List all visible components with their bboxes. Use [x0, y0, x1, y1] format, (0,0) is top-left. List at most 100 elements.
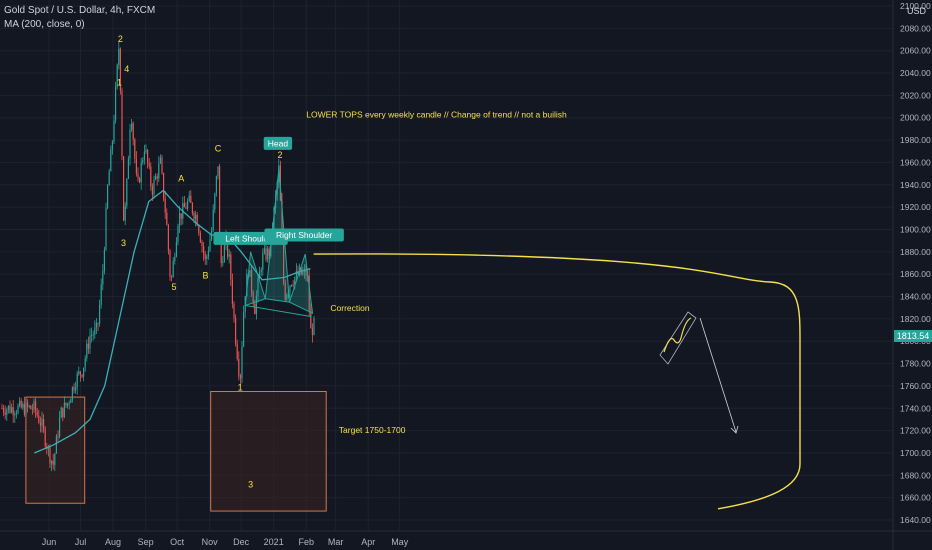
pattern-label-box	[264, 228, 344, 242]
time-axis[interactable]: Jun Jul Aug Sep Oct Nov Dec 2021 Feb Mar Apr May	[0, 530, 932, 547]
candle-down	[156, 176, 158, 179]
price-axis[interactable]: 1640.00 1660.00 1680.00 1700.00 1720.00 1740.…	[892, 0, 931, 550]
candle-down	[190, 195, 192, 203]
price-tick-label: 1900.00	[900, 224, 931, 234]
candle-down	[148, 162, 150, 167]
time-tick-label: Jun	[42, 537, 57, 547]
candle-up	[155, 176, 157, 180]
price-tick-label: 1840.00	[900, 292, 931, 302]
price-tick-label: 1880.00	[900, 247, 931, 257]
candle-up	[59, 417, 61, 437]
candle-up	[103, 249, 105, 271]
candle-down	[281, 200, 283, 239]
candle-up	[207, 251, 209, 257]
candle-up	[222, 262, 224, 264]
candle-down	[57, 436, 59, 437]
candle-up	[289, 285, 291, 293]
candle-down	[283, 238, 285, 283]
time-tick-label: Jul	[75, 537, 87, 547]
candle-up	[217, 166, 219, 176]
candle-up	[25, 402, 27, 415]
price-tick-label: 1920.00	[900, 202, 931, 212]
neckline	[245, 304, 312, 318]
time-tick-label: Oct	[170, 537, 185, 547]
price-tick-label: 1980.00	[900, 135, 931, 145]
time-tick-label: May	[391, 537, 409, 547]
indicator-title[interactable]: MA (200, close, 0)	[4, 19, 85, 30]
candle-up	[76, 373, 78, 388]
candle-down	[284, 282, 286, 300]
candle-down	[227, 236, 229, 257]
support-zone-box	[210, 391, 327, 512]
candle-up	[302, 272, 304, 275]
time-tick-label: Nov	[202, 537, 219, 547]
candle-down	[268, 248, 270, 256]
price-tick-label: 1780.00	[900, 359, 931, 369]
wave-label: 5	[171, 282, 176, 292]
candle-down	[123, 156, 125, 221]
pattern-label: Right Shoulder	[276, 230, 332, 240]
candle-down	[49, 446, 51, 464]
candle-down	[150, 166, 152, 187]
correction-wave	[663, 317, 692, 353]
candle-down	[35, 401, 37, 412]
candle-down	[231, 279, 233, 304]
candle-up	[241, 346, 243, 379]
wave-label: A	[178, 173, 184, 183]
candle-down	[31, 409, 33, 410]
candle-up	[63, 402, 65, 417]
candle-up	[115, 86, 117, 121]
candle-down	[203, 246, 205, 254]
candle-down	[43, 419, 45, 429]
candle-up	[159, 157, 161, 164]
candle-up	[127, 158, 129, 179]
candle-up	[174, 256, 176, 261]
candle-down	[36, 411, 38, 416]
candle-up	[116, 64, 118, 87]
candle-up	[153, 179, 155, 195]
candle-up	[206, 256, 208, 259]
candle-up	[28, 405, 30, 407]
pattern-label: Head	[268, 138, 289, 148]
target-arrowhead	[730, 425, 739, 434]
moving-average-line	[34, 189, 311, 454]
candle-up	[187, 201, 189, 209]
projection-drawings	[313, 253, 801, 510]
candle-down	[23, 403, 25, 415]
candle-down	[201, 242, 203, 247]
candle-down	[30, 405, 32, 410]
candle-up	[60, 407, 62, 418]
candle-up	[246, 274, 248, 297]
candle-up	[228, 254, 230, 257]
wave-label: 1	[117, 77, 122, 87]
symbol-title[interactable]: Gold Spot / U.S. Dollar, 4h, FXCM	[4, 5, 156, 16]
price-tick-label: 1860.00	[900, 269, 931, 279]
candle-up	[223, 242, 225, 263]
candle-up	[111, 141, 113, 150]
wave-label: 3	[248, 480, 253, 490]
candle-down	[137, 173, 139, 179]
candle-up	[177, 226, 179, 243]
candle-up	[75, 387, 77, 391]
candle-down	[220, 237, 222, 264]
candle-up	[313, 318, 315, 335]
candle-up	[212, 209, 214, 231]
left-shoulder-triangle	[244, 251, 266, 307]
candle-up	[175, 242, 177, 257]
candle-down	[238, 358, 240, 376]
candle-down	[87, 343, 89, 349]
price-tick-label: 1680.00	[900, 470, 931, 480]
note-label: Target 1750-1700	[339, 425, 406, 435]
candle-up	[291, 284, 293, 286]
candle-down	[27, 402, 29, 407]
candle-up	[142, 159, 144, 163]
candle-down	[1, 408, 3, 410]
candle-up	[110, 149, 112, 172]
candle-up	[131, 123, 133, 130]
candle-down	[147, 149, 149, 163]
chart-grid	[0, 0, 893, 530]
candle-up	[7, 405, 9, 410]
candle-up	[22, 403, 24, 408]
candle-up	[41, 419, 43, 426]
